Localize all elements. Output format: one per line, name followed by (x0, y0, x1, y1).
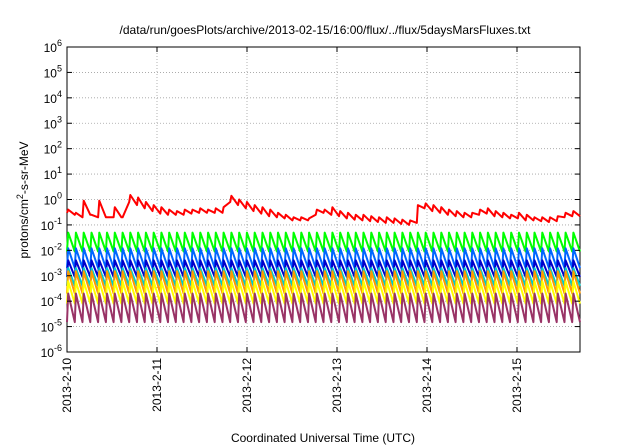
y-tick-label: 101 (44, 165, 62, 182)
series-line-7 (66, 292, 581, 324)
y-tick-label: 103 (44, 114, 62, 131)
x-tick-label: 2013-2-12 (240, 358, 254, 413)
x-tick-label: 2013-2-14 (420, 358, 434, 413)
series-line-0 (66, 194, 581, 226)
x-tick-label: 2013-2-10 (60, 358, 74, 413)
x-tick-label: 2013-2-11 (150, 358, 164, 412)
x-axis: 2013-2-10 2013-2-11 2013-2-12 2013-2-13 2013… (60, 47, 524, 413)
series-group (66, 194, 581, 324)
x-tick-label: 2013-2-15 (510, 358, 524, 413)
chart-title: /data/run/goesPlots/archive/2013-02-15/1… (120, 23, 532, 37)
y-axis-label: protons/cm2-s-sr-MeV (15, 141, 31, 258)
y-tick-label: 100 (44, 191, 62, 208)
y-tick-label: 10-5 (41, 318, 62, 335)
y-tick-label: 10-3 (41, 267, 62, 284)
y-tick-label: 10-2 (41, 241, 62, 258)
x-tick-label: 2013-2-13 (330, 358, 344, 413)
y-tick-label: 10-4 (41, 292, 62, 309)
y-tick-label: 10-1 (41, 216, 62, 233)
series-line-1 (66, 231, 581, 253)
y-tick-label: 105 (44, 63, 62, 80)
y-tick-label: 102 (44, 140, 62, 157)
y-axis: 10-6 10-5 10-4 10-3 10-2 10-1 100 101 102 103 104 1… (41, 38, 580, 360)
y-tick-label: 106 (44, 38, 62, 55)
y-tick-label: 104 (44, 89, 62, 106)
x-axis-label: Coordinated Universal Time (UTC) (231, 431, 415, 445)
y-tick-label: 10-6 (41, 343, 62, 360)
